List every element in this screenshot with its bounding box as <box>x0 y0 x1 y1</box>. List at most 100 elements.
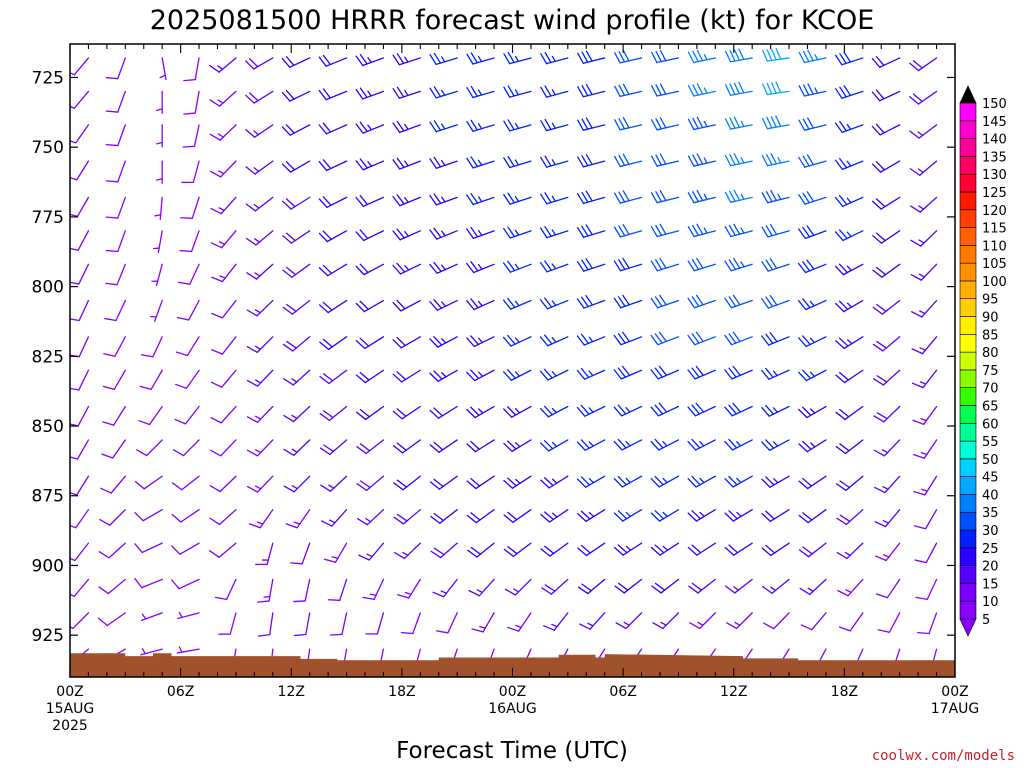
wind-barb <box>576 224 606 238</box>
wind-barb <box>909 160 938 176</box>
wind-barb <box>466 298 495 311</box>
colorbar-swatch <box>959 369 977 388</box>
colorbar-label: 15 <box>982 577 999 592</box>
wind-barb <box>834 195 864 207</box>
colorbar-swatch <box>959 440 977 460</box>
wind-barb <box>246 336 274 354</box>
wind-barb <box>105 90 126 113</box>
wind-barb <box>724 365 753 380</box>
wind-barb <box>797 298 827 311</box>
wind-barb <box>466 509 495 524</box>
wind-barb <box>209 475 237 493</box>
wind-barb <box>687 509 716 522</box>
wind-barb <box>913 475 938 496</box>
wind-barb <box>392 157 421 170</box>
colorbar-label: 135 <box>982 150 1007 165</box>
wind-barb <box>429 439 458 453</box>
wind-barb <box>156 90 163 115</box>
wind-barb <box>159 57 167 81</box>
wind-barb <box>355 195 385 207</box>
wind-barb <box>282 263 311 278</box>
wind-barb <box>70 230 90 251</box>
wind-barb <box>318 196 348 209</box>
wind-barb <box>432 578 458 598</box>
wind-barb <box>909 90 938 105</box>
wind-barb <box>70 439 90 460</box>
colorbar-swatch <box>959 173 977 193</box>
wind-barb <box>98 542 126 559</box>
x-tick-label: 2025 <box>52 718 88 734</box>
wind-barb <box>70 509 90 529</box>
wind-barb <box>319 439 348 456</box>
wind-barb <box>183 57 200 82</box>
wind-barb <box>70 369 90 391</box>
x-tick-label: 16AUG <box>488 701 537 717</box>
wind-barb <box>576 190 606 205</box>
colorbar-label: 5 <box>982 613 990 628</box>
wind-barb <box>503 155 532 169</box>
wind-barb <box>70 124 90 144</box>
colorbar-swatch <box>959 458 977 477</box>
wind-barb <box>171 509 200 523</box>
wind-barb <box>874 509 901 528</box>
wind-barb <box>502 334 532 347</box>
wind-barb <box>171 475 200 491</box>
colorbar-label: 90 <box>982 311 999 326</box>
wind-barb <box>171 542 200 555</box>
wind-barb <box>70 160 90 181</box>
wind-barb <box>503 192 532 205</box>
colorbar-label: 55 <box>982 435 999 450</box>
wind-barb <box>429 298 458 311</box>
wind-barb <box>872 336 901 352</box>
wind-barb <box>763 612 790 630</box>
colorbar-swatch <box>959 262 977 282</box>
wind-barb <box>503 542 532 558</box>
wind-barb <box>392 405 421 420</box>
wind-barb <box>356 439 385 455</box>
wind-barb <box>400 612 421 635</box>
wind-barb <box>503 405 532 418</box>
wind-barb <box>429 156 458 169</box>
wind-barb <box>355 121 385 134</box>
colorbar-label: 70 <box>982 382 999 397</box>
wind-barb <box>429 227 458 240</box>
wind-barb <box>245 160 274 175</box>
wind-barb <box>70 542 90 562</box>
wind-barb <box>318 159 348 172</box>
wind-barb <box>281 89 311 102</box>
wind-barb <box>70 475 90 496</box>
wind-barb <box>834 229 864 242</box>
colorbar-swatch <box>959 227 977 246</box>
wind-barb <box>761 542 790 557</box>
wind-barb <box>873 405 901 423</box>
wind-barb <box>392 262 421 275</box>
wind-barb <box>650 509 680 522</box>
wind-barb <box>688 578 716 594</box>
wind-barb <box>293 612 311 637</box>
wind-barb <box>651 49 680 64</box>
colorbar-min-triangle <box>959 618 977 637</box>
colorbar-swatch <box>959 600 977 620</box>
wind-barb <box>134 509 163 522</box>
wind-barb <box>467 542 495 558</box>
wind-barb <box>798 225 827 240</box>
wind-barb <box>246 475 274 493</box>
wind-barb <box>912 405 938 425</box>
wind-barb <box>70 263 90 285</box>
wind-barb <box>180 196 200 219</box>
wind-barb <box>798 49 827 64</box>
y-tick-label: 925 <box>32 626 64 646</box>
wind-barb <box>466 335 495 348</box>
wind-barb <box>468 578 495 597</box>
wind-barb <box>105 124 126 147</box>
wind-barb <box>466 192 495 206</box>
x-tick-label: 15AUG <box>46 701 95 717</box>
wind-barb <box>174 405 200 425</box>
wind-barb <box>218 612 237 635</box>
wind-barb <box>183 90 200 115</box>
wind-barb <box>210 439 237 457</box>
wind-barb <box>724 257 753 272</box>
wind-barb <box>799 578 827 596</box>
